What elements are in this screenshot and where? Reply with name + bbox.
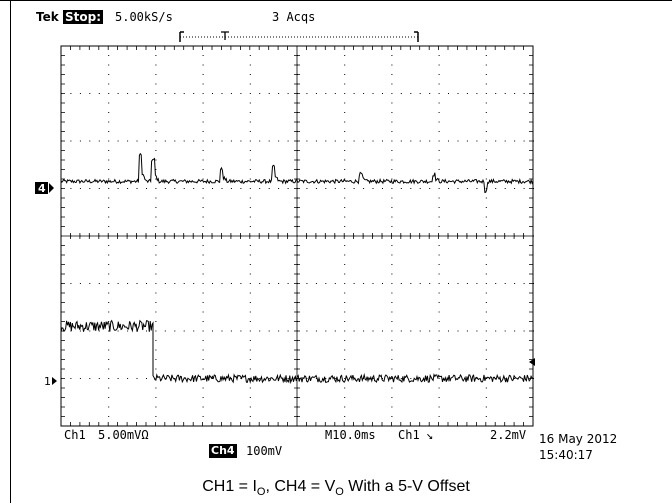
ch4-trace [60, 152, 534, 194]
record-window-indicator [179, 31, 419, 42]
frame-left [10, 0, 11, 503]
figure-caption: CH1 = IO, CH4 = VO With a 5-V Offset [0, 478, 672, 501]
ch1-scale: 5.00mVΩ [98, 428, 149, 442]
capture-time: 15:40:17 [539, 448, 593, 462]
acquisition-state: Stop: [63, 10, 104, 24]
ch4-scale: 100mV [246, 444, 283, 458]
frame-top [0, 0, 672, 1]
channel-markers: 4 1 [35, 182, 535, 388]
ch1-marker: 1 [44, 375, 51, 388]
center-axes [60, 45, 534, 427]
traces [60, 152, 534, 385]
caption-subscript-1: O [256, 486, 266, 499]
ch4-label: Ch4 [209, 444, 237, 458]
graticule [60, 45, 534, 427]
record-window-bracket [179, 31, 419, 42]
ch1-trace [60, 319, 534, 385]
ch4-marker: 4 [38, 182, 46, 195]
acquisition-count: 3 Acqs [272, 10, 316, 24]
brand-label: Tek [36, 10, 59, 24]
timebase: M10.0ms [325, 428, 376, 442]
caption-part-3: With a 5-V Offset [343, 478, 470, 495]
trigger-level: 2.2mV [490, 428, 527, 442]
caption-part-2: , CH4 = V [265, 478, 336, 495]
caption-subscript-2: O [335, 486, 344, 499]
sample-rate: 5.00kS/s [115, 10, 173, 24]
ch4-marker-box [35, 182, 48, 194]
capture-date: 16 May 2012 [539, 432, 618, 446]
caption-part-1: CH1 = I [202, 478, 257, 495]
ch4-marker-arrow [49, 183, 54, 193]
trigger-position-marker [221, 31, 229, 40]
trigger-level-marker [529, 358, 535, 366]
ch1-label: Ch1 [64, 428, 86, 442]
trigger-source: Ch1 [398, 428, 420, 442]
trigger-slope-icon: ↘ [426, 428, 434, 442]
ch1-marker-arrow [52, 377, 57, 385]
